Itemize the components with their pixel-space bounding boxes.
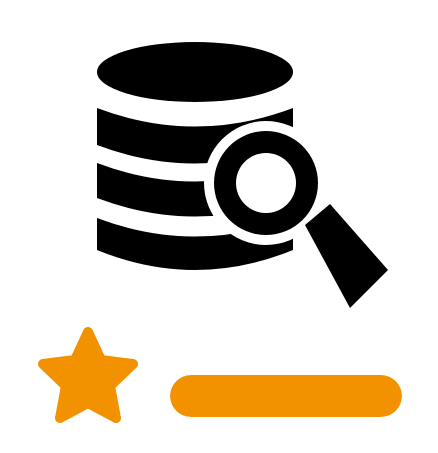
progress-bar [170,375,402,417]
progress-fill [170,375,402,417]
magnifier-icon [214,131,388,308]
database-search-graphic [97,42,388,308]
rating-row [0,320,438,453]
database-search-icon [97,42,388,308]
star-graphic [38,327,138,423]
star-icon [33,324,143,428]
